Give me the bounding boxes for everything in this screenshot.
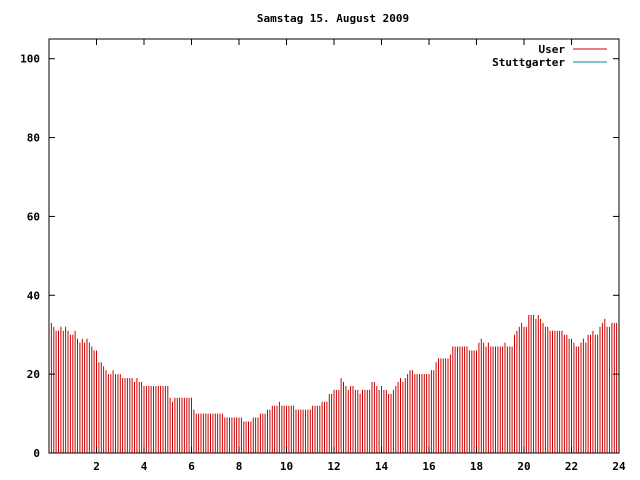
chart-title: Samstag 15. August 2009 (257, 12, 409, 25)
x-tick-label: 12 (327, 460, 340, 473)
y-tick-label: 60 (27, 210, 40, 223)
y-tick-label: 0 (33, 447, 40, 460)
x-tick-label: 16 (422, 460, 436, 473)
x-tick-label: 20 (517, 460, 530, 473)
x-tick-label: 14 (375, 460, 389, 473)
bars-user (48, 315, 620, 453)
legend: User Stuttgarter (492, 43, 607, 69)
x-tick-label: 2 (93, 460, 100, 473)
x-tick-label: 4 (141, 460, 148, 473)
y-tick-label: 100 (20, 53, 40, 66)
legend-label-user: User (539, 43, 566, 56)
x-tick-label: 10 (280, 460, 293, 473)
x-tick-label: 18 (470, 460, 483, 473)
legend-label-stuttgarter: Stuttgarter (492, 56, 565, 69)
x-tick-label: 22 (565, 460, 578, 473)
y-tick-label: 40 (27, 289, 40, 302)
x-tick-label: 24 (612, 460, 626, 473)
y-tick-label: 80 (27, 132, 40, 145)
y-tick-label: 20 (27, 368, 40, 381)
x-tick-label: 6 (188, 460, 195, 473)
x-tick-label: 8 (236, 460, 243, 473)
